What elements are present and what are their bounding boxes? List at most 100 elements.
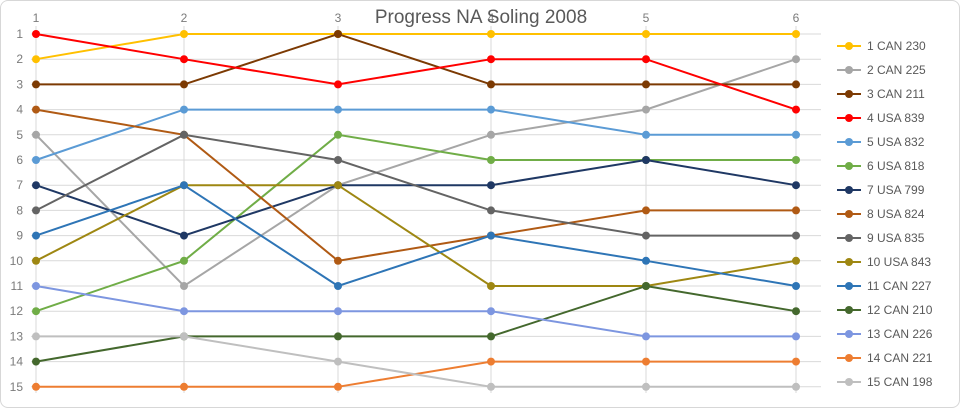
y-axis-label: 15: [10, 380, 24, 394]
data-point-marker: [32, 382, 40, 391]
data-point-marker: [487, 130, 495, 139]
x-axis-label: 6: [793, 11, 800, 25]
legend-swatch-marker: [845, 114, 853, 122]
data-point-marker: [180, 105, 188, 114]
data-point-marker: [32, 80, 40, 89]
data-point-marker: [32, 181, 40, 190]
data-point-marker: [32, 332, 40, 341]
data-point-marker: [792, 181, 800, 190]
legend-label: 14 CAN 221: [867, 351, 933, 365]
data-point-marker: [792, 231, 800, 240]
data-point-marker: [180, 382, 188, 391]
series-line: [36, 32, 796, 86]
data-point-marker: [792, 105, 800, 114]
series-line: [35, 33, 796, 61]
legend-swatch-marker: [845, 66, 853, 74]
legend-swatch-marker: [845, 186, 853, 194]
series-line: [35, 184, 797, 287]
data-point-marker: [642, 80, 650, 89]
x-axis-label: 4: [488, 11, 495, 25]
data-point-marker: [487, 156, 495, 164]
data-point-marker: [487, 231, 495, 240]
data-point-marker: [32, 156, 40, 164]
legend-swatch-marker: [845, 258, 853, 266]
legend-label: 3 CAN 211: [867, 87, 925, 101]
data-point-marker: [792, 55, 800, 64]
data-point-marker: [32, 55, 40, 64]
legend-swatch-marker: [845, 354, 853, 362]
data-point-marker: [792, 282, 800, 290]
legend-swatch-marker: [845, 210, 853, 218]
data-point-marker: [642, 55, 650, 64]
y-axis-label: 10: [10, 254, 24, 268]
data-point-marker: [334, 282, 342, 290]
y-axis-label: 9: [16, 229, 23, 243]
y-axis-label: 6: [16, 153, 23, 167]
data-point-marker: [180, 55, 188, 64]
data-point-marker: [180, 181, 188, 190]
legend-swatch-marker: [845, 330, 853, 338]
data-point-marker: [32, 105, 40, 114]
data-point-marker: [334, 332, 342, 341]
series-line: [35, 133, 796, 237]
legend-swatch-marker: [845, 306, 853, 314]
data-point-marker: [487, 282, 495, 290]
data-point-marker: [334, 105, 342, 114]
data-point-marker: [180, 130, 188, 139]
y-axis-label: 4: [16, 103, 23, 117]
series-line: [36, 335, 796, 388]
data-point-marker: [180, 30, 188, 38]
legend-swatch-marker: [845, 42, 853, 50]
data-point-marker: [32, 282, 40, 290]
data-point-marker: [180, 80, 188, 89]
data-point-marker: [792, 156, 800, 164]
data-point-marker: [487, 30, 495, 38]
legend-label: 2 CAN 225: [867, 63, 926, 77]
data-point-marker: [487, 181, 495, 190]
data-point-marker: [487, 357, 495, 366]
data-point-marker: [642, 105, 650, 114]
data-point-marker: [792, 382, 800, 391]
legend-label: 10 USA 843: [867, 255, 931, 269]
data-point-marker: [32, 130, 40, 139]
series-line: [35, 108, 796, 262]
data-point-marker: [32, 30, 40, 38]
data-point-marker: [334, 382, 342, 391]
legend-swatch-marker: [845, 234, 853, 242]
data-point-marker: [180, 256, 188, 265]
legend-label: 13 CAN 226: [867, 327, 933, 341]
y-axis-label: 13: [10, 329, 24, 343]
legend-swatch-marker: [845, 138, 853, 146]
data-point-marker: [792, 30, 800, 38]
legend-label: 7 USA 799: [867, 183, 925, 197]
y-axis-label: 14: [10, 355, 24, 369]
data-point-marker: [792, 206, 800, 215]
series-line: [35, 58, 797, 288]
legend-label: 9 USA 835: [867, 231, 925, 245]
y-axis-label: 11: [11, 279, 24, 293]
data-point-marker: [32, 307, 40, 316]
legend-label: 12 CAN 210: [867, 303, 933, 317]
data-point-marker: [334, 156, 342, 164]
y-axis-label: 2: [16, 52, 23, 66]
legend-label: 15 CAN 198: [867, 375, 933, 389]
legend-swatch-marker: [845, 162, 853, 170]
data-point-marker: [642, 357, 650, 366]
data-point-marker: [642, 282, 650, 290]
legend-label: 6 USA 818: [867, 159, 925, 173]
y-axis-label: 5: [16, 128, 23, 142]
data-point-marker: [642, 332, 650, 341]
x-axis-label: 1: [33, 11, 40, 25]
series-line: [35, 184, 797, 288]
series-line: [35, 285, 796, 338]
data-point-marker: [334, 80, 342, 89]
data-point-marker: [32, 357, 40, 366]
data-point-marker: [32, 231, 40, 240]
legend-label: 5 USA 832: [867, 135, 925, 149]
data-point-marker: [792, 332, 800, 341]
data-point-marker: [642, 231, 650, 240]
data-point-marker: [334, 130, 342, 139]
data-point-marker: [180, 282, 188, 290]
legend-label: 8 USA 824: [867, 207, 925, 221]
